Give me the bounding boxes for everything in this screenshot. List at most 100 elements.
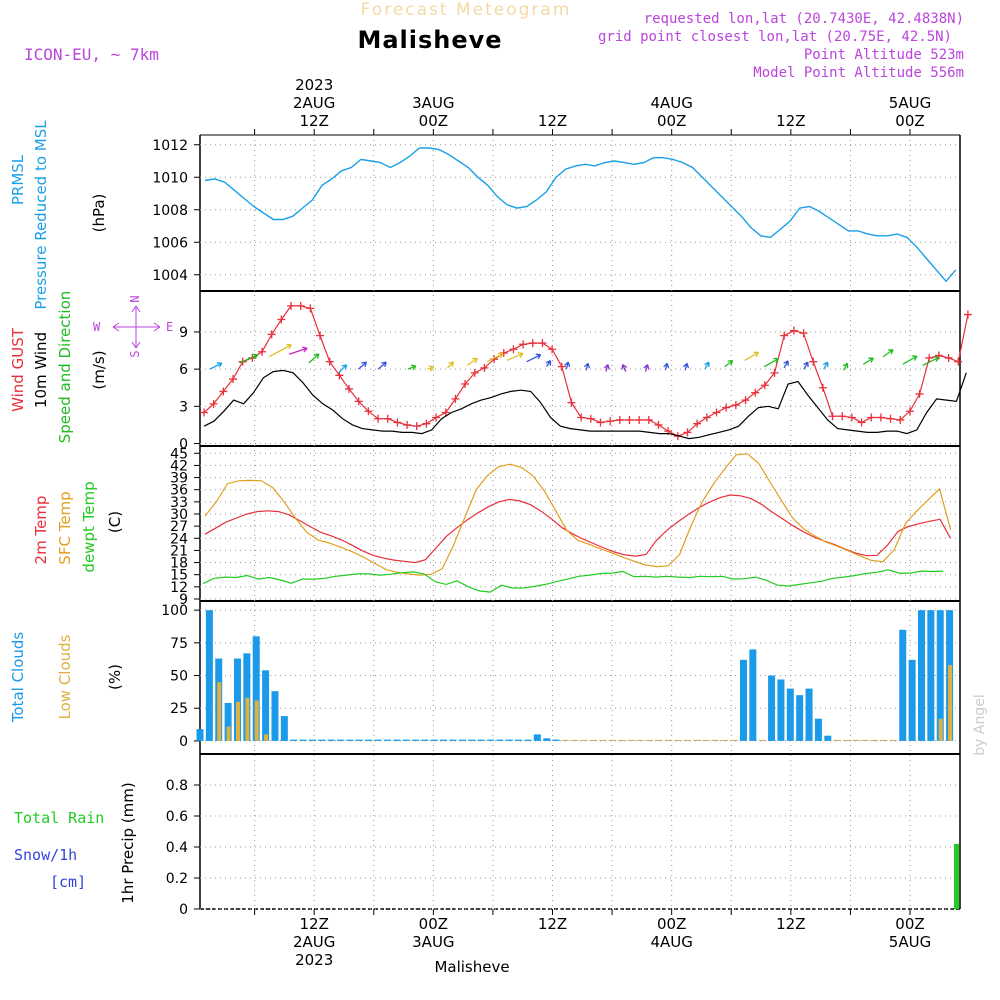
gust-marker: [606, 417, 615, 426]
gust-marker: [818, 383, 827, 392]
gust-marker: [683, 428, 692, 437]
low-cloud-bar: [245, 697, 250, 741]
y-tick-label: 0: [179, 437, 188, 453]
wind-direction-arrow: [377, 361, 387, 370]
snow-unit-label: [cm]: [50, 873, 86, 891]
total-cloud-bar: [908, 659, 916, 741]
footer-location: Malisheve: [434, 958, 509, 976]
total-cloud-bar: [402, 739, 410, 741]
gust-marker: [760, 381, 769, 390]
total-cloud-bar: [655, 739, 663, 741]
gust-marker: [712, 408, 721, 417]
gust-marker: [789, 326, 798, 335]
total-cloud-bar: [561, 739, 569, 741]
rain-bar: [954, 843, 959, 909]
wind10m-line: [203, 369, 967, 440]
gust-marker: [615, 415, 624, 424]
wind-unit-label: (m/s): [90, 350, 108, 389]
total-cloud-bar: [824, 735, 832, 741]
total-cloud-bar: [571, 739, 579, 741]
total-cloud-bar: [393, 739, 401, 741]
wind-direction-arrow: [744, 351, 760, 362]
gust-marker: [828, 412, 837, 421]
low-cloud-bar: [948, 665, 953, 741]
wind-direction-arrow: [902, 355, 918, 365]
gust-marker: [509, 345, 518, 354]
gust-marker: [751, 388, 760, 397]
total-cloud-bar: [496, 739, 504, 741]
top-time-label: 00Z: [657, 112, 686, 130]
wind-direction-arrow: [704, 361, 710, 370]
total-cloud-bar: [917, 610, 925, 741]
wind-direction-arrow: [822, 361, 829, 370]
gust-marker: [905, 407, 914, 416]
wind-direction-arrow: [842, 362, 849, 371]
total-cloud-bar: [440, 739, 448, 741]
y-tick-label: 24: [170, 531, 188, 547]
total-cloud-bar: [580, 739, 588, 741]
gust-marker: [741, 396, 750, 405]
forecast-meteogram-title: Forecast Meteogram: [361, 0, 572, 20]
bottom-time-label: 12Z: [776, 915, 805, 933]
gust-marker: [780, 331, 789, 340]
y-tick-label: 42: [170, 458, 188, 474]
total-cloud-bar: [627, 739, 635, 741]
gust-marker: [229, 375, 238, 384]
y-tick-label: 18: [170, 556, 188, 572]
gust-marker: [915, 389, 924, 398]
wind-direction-arrow: [407, 364, 417, 371]
top-time-label: 2AUG: [293, 94, 335, 112]
low-cloud-bar: [264, 734, 269, 741]
axis-ticks: 1004100610081010101203699121518212427303…: [152, 129, 911, 918]
wind-direction-arrow: [663, 362, 670, 371]
wind-direction-arrow: [239, 353, 259, 364]
y-tick-label: 33: [170, 495, 188, 511]
y-tick-label: 36: [170, 483, 188, 499]
total-cloud-bar: [618, 739, 626, 741]
gust-marker: [876, 413, 885, 422]
total-cloud-bar: [290, 739, 298, 741]
total-cloud-bar: [543, 738, 551, 741]
total-cloud-bar: [515, 739, 523, 741]
total-cloud-bar: [505, 739, 513, 741]
total-cloud-bar: [355, 739, 363, 741]
data-series: [196, 147, 972, 909]
total-cloud-bar: [665, 739, 672, 741]
y-tick-label: 0.8: [166, 778, 188, 794]
total-cloud-bar: [805, 688, 813, 741]
gust-marker: [412, 422, 421, 431]
wind-direction-arrow: [338, 364, 348, 374]
total-cloud-bar: [590, 739, 598, 741]
dewpoint-line: [202, 569, 944, 593]
total-cloud-bar: [533, 734, 541, 741]
top-time-label: 12Z: [300, 112, 329, 130]
grid-lines: [200, 135, 960, 910]
panel-labels: PRMSL Pressure Reduced to MSL (hPa) Wind GU…: [9, 120, 173, 904]
total-cloud-bar: [421, 739, 429, 741]
speed-direction-label: Speed and Direction: [56, 291, 74, 444]
y-tick-label: 0.4: [166, 840, 188, 856]
prmsl-label: PRMSL: [9, 154, 27, 205]
wind-direction-arrow: [682, 362, 690, 371]
gust-marker: [722, 403, 731, 412]
model-point-altitude: Model Point Altitude 556m: [753, 65, 964, 81]
total-cloud-bar: [786, 688, 794, 741]
compass-east: E: [166, 320, 173, 334]
gust-marker: [354, 397, 363, 406]
gust-marker: [306, 304, 315, 313]
top-time-label: 12Z: [776, 112, 805, 130]
wind-gust-label: Wind GUST: [9, 327, 27, 412]
total-cloud-bar: [721, 739, 729, 741]
sfc-temp-label: SFC Temp: [56, 491, 74, 564]
gust-marker: [432, 413, 441, 422]
y-tick-label: 0: [179, 902, 188, 918]
total-cloud-bar: [477, 739, 485, 741]
gust-marker: [200, 408, 208, 417]
total-cloud-bar: [327, 739, 335, 741]
gust-marker: [548, 345, 557, 354]
total-cloud-bar: [608, 739, 616, 741]
gust-marker: [847, 413, 856, 422]
gust-marker: [644, 415, 653, 424]
gust-marker: [693, 419, 702, 428]
gust-marker: [867, 413, 876, 422]
